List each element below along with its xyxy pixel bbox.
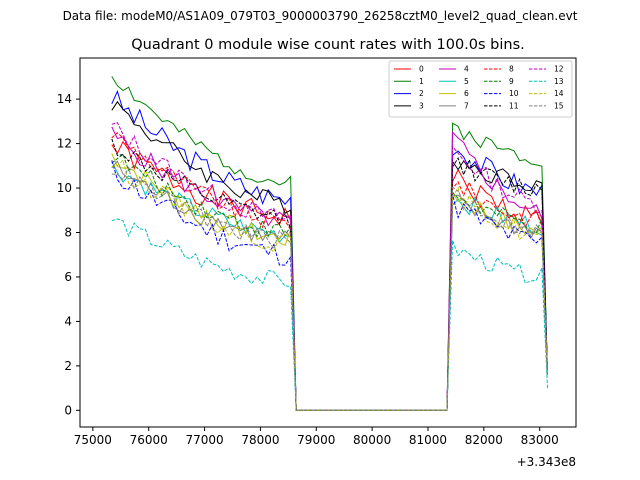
x-tick-label: 80000	[353, 433, 391, 447]
legend-label-5: 5	[464, 77, 469, 86]
legend-label-11: 11	[509, 101, 519, 110]
x-tick-label: 76000	[130, 433, 168, 447]
series-layer	[111, 76, 548, 411]
y-tick-label: 8	[64, 225, 72, 239]
series-line-14	[111, 159, 548, 411]
y-tick-label: 10	[57, 181, 72, 195]
legend-label-14: 14	[554, 89, 564, 98]
y-tick-label: 2	[64, 359, 72, 373]
legend-label-7: 7	[464, 101, 469, 110]
x-tick-label: 78000	[241, 433, 279, 447]
y-tick-label: 0	[64, 403, 72, 417]
legend-label-4: 4	[464, 65, 469, 74]
series-line-11	[111, 138, 548, 411]
series-line-1	[111, 76, 548, 411]
x-axis-offset-label: +3.343e8	[517, 455, 576, 469]
legend-label-13: 13	[554, 77, 564, 86]
series-line-0	[111, 140, 548, 411]
legend-label-3: 3	[419, 101, 424, 110]
series-line-6	[111, 153, 548, 411]
y-tick-label: 4	[64, 314, 72, 328]
x-tick-label: 79000	[297, 433, 335, 447]
series-line-12	[111, 121, 548, 411]
series-line-2	[111, 89, 548, 411]
series-line-13	[111, 218, 548, 411]
legend-label-12: 12	[554, 65, 564, 74]
legend-label-9: 9	[509, 77, 514, 86]
series-line-9	[111, 153, 548, 411]
series-line-7	[111, 160, 548, 411]
legend-label-1: 1	[419, 77, 424, 86]
x-axis: 75000 76000 77000 78000 79000 80000 81000 82000…	[74, 427, 559, 447]
y-tick-label: 6	[64, 270, 72, 284]
x-tick-label: 82000	[465, 433, 503, 447]
figure-suptitle: Data file: modeM0/AS1A09_079T03_90000037…	[63, 9, 578, 23]
x-tick-label: 77000	[185, 433, 223, 447]
y-axis: 0 2 4 6 8 10 12 14	[57, 92, 80, 417]
chart-title: Quadrant 0 module wise count rates with …	[131, 37, 525, 53]
legend-label-15: 15	[554, 101, 564, 110]
x-tick-label: 75000	[74, 433, 112, 447]
series-line-15	[111, 166, 548, 411]
legend-label-0: 0	[419, 65, 424, 74]
y-tick-label: 12	[57, 137, 72, 151]
plot-area	[80, 58, 576, 427]
x-tick-label: 83000	[521, 433, 559, 447]
legend-box	[388, 60, 573, 118]
legend-label-6: 6	[464, 89, 469, 98]
legend-label-8: 8	[509, 65, 514, 74]
legend-label-2: 2	[419, 89, 424, 98]
y-tick-label: 14	[57, 92, 72, 106]
axes-frame	[79, 57, 577, 428]
legend-label-10: 10	[509, 89, 519, 98]
x-tick-label: 81000	[409, 433, 447, 447]
series-line-3	[111, 100, 548, 411]
